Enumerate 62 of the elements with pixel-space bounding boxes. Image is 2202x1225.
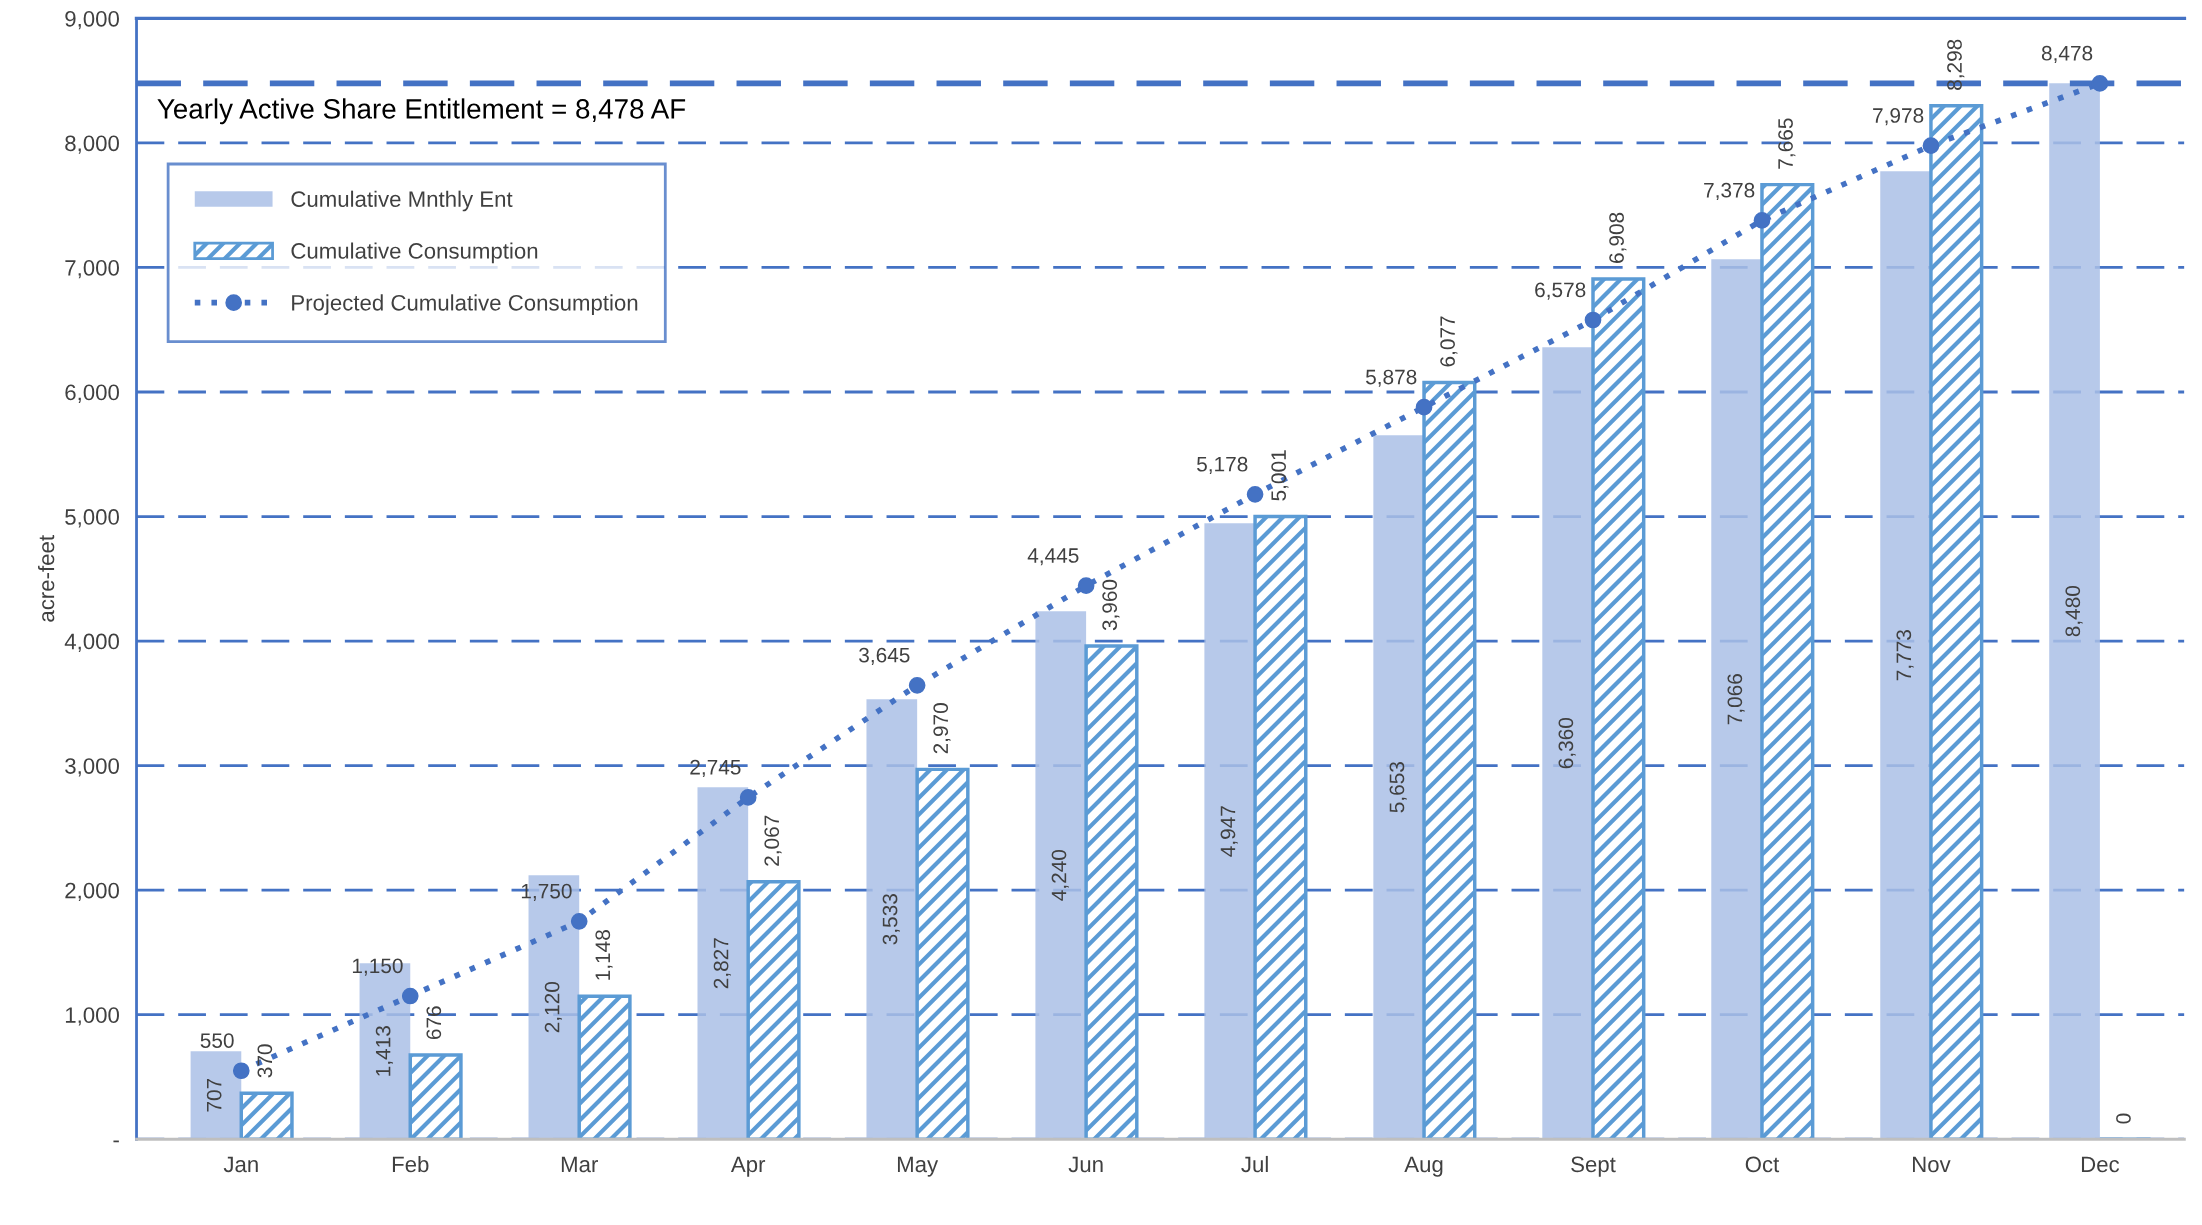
y-tick-label: 5,000 [65,509,119,528]
x-tick-label: Mar [561,1156,598,1173]
data-label: 1,750 [521,883,572,901]
data-label: 7,978 [1873,108,1924,126]
data-label: 370 [257,1044,273,1078]
data-label: 3,645 [859,647,910,665]
data-label: 2,120 [544,981,562,1033]
data-label: 2,970 [933,703,951,754]
data-label: 707 [206,1078,222,1112]
data-label: 6,578 [1535,282,1586,300]
legend-label: Cumulative Mnthly Ent [291,190,513,212]
x-tick-label: Jun [1068,1156,1103,1173]
data-label: 5,001 [1271,450,1289,501]
x-tick-label: Sept [1571,1156,1616,1177]
data-label: 1,148 [595,930,613,980]
y-axis-title: acre-feet [38,535,55,622]
y-tick-label: 3,000 [65,758,119,777]
data-label: 7,378 [1704,182,1755,201]
legend-label: Cumulative Consumption [291,242,538,264]
y-tick-label: 4,000 [64,633,119,652]
x-tick-label: Dec [2081,1156,2120,1173]
data-label: 2,827 [713,938,731,989]
y-tick-label: 8,000 [65,135,119,154]
x-tick-label: Oct [1745,1156,1780,1173]
y-tick-label: 9,000 [65,10,119,30]
data-label: 7,773 [1896,630,1914,681]
y-tick-label: 2,000 [65,882,119,902]
data-label: 676 [426,1006,442,1040]
y-tick-label: 7,000 [65,259,119,279]
data-label: 5,178 [1197,456,1248,475]
data-label: 8,298 [1947,39,1965,90]
data-label: 7,665 [1778,118,1796,169]
x-tick-label: May [897,1156,939,1177]
x-tick-label: Nov [1913,1156,1951,1173]
x-tick-label: Feb [392,1155,429,1173]
y-tick-label: - [113,1140,119,1143]
data-label: 1,413 [375,1026,393,1076]
x-tick-label: Aug [1404,1156,1443,1177]
data-label: 550 [200,1033,234,1048]
data-label: 0 [2116,1113,2131,1124]
legend-label: Projected Cumulative Consumption [292,294,638,316]
data-label: 2,067 [764,815,782,866]
data-label: 7,066 [1727,674,1745,725]
data-label: 4,445 [1027,548,1079,566]
y-tick-label: 1,000 [65,1007,119,1026]
data-label: 5,878 [1365,369,1417,387]
data-label: 8,480 [2065,585,2083,637]
data-label: 6,077 [1440,316,1458,367]
x-tick-label: Jul [1241,1155,1268,1173]
x-tick-label: Jan [223,1156,258,1173]
data-label: 8,478 [2041,45,2093,64]
data-label: 3,960 [1102,579,1120,631]
data-label: 6,908 [1609,212,1627,263]
x-tick-label: Apr [730,1156,766,1177]
data-label: 1,150 [352,958,403,976]
data-label: 4,947 [1220,806,1238,857]
data-label: 4,240 [1051,849,1069,901]
data-label: 6,360 [1558,717,1576,769]
y-tick-label: 6,000 [65,384,119,403]
ref-line-label: Yearly Active Share Entitlement = 8,478 AF [157,98,686,125]
data-label: 3,533 [882,894,900,945]
data-label: 5,653 [1389,762,1407,813]
